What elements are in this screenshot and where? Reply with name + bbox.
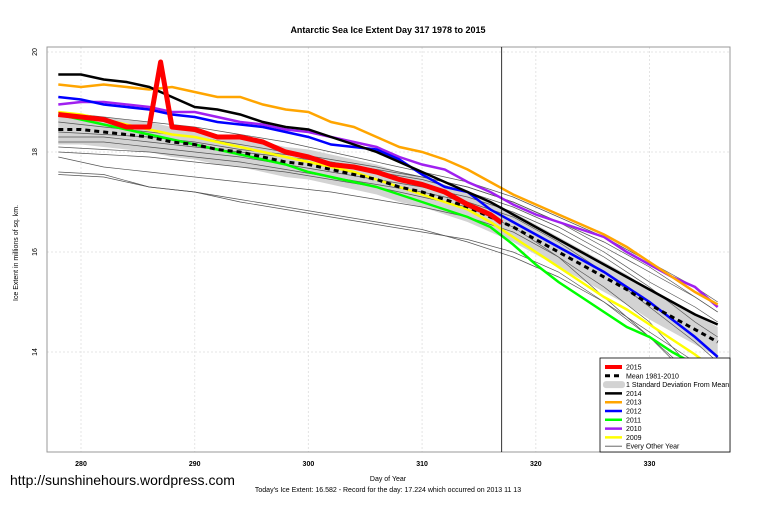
sd-band-area <box>58 114 718 357</box>
x-tick-label: 320 <box>530 461 542 468</box>
plot-border <box>46 46 731 453</box>
legend-label: 2011 <box>626 417 641 424</box>
other-year-line <box>58 174 718 373</box>
y-tick-label: 16 <box>32 248 39 256</box>
x-tick-label: 310 <box>416 461 428 468</box>
legend-label: 2012 <box>626 409 642 416</box>
x-tick-label: 290 <box>189 461 201 468</box>
sd-band <box>58 114 718 357</box>
legend-label: Every Other Year <box>626 444 680 451</box>
highlight-series <box>58 59 719 379</box>
series-line-2011 <box>58 113 719 379</box>
legend-swatch <box>603 381 625 389</box>
chart-subtitle: Today's Ice Extent: 16.582 - Record for … <box>255 487 521 494</box>
x-axis-label: Day of Year <box>370 476 407 483</box>
chart-title: Antarctic Sea Ice Extent Day 317 1978 to… <box>290 25 485 35</box>
x-tick-label: 300 <box>303 461 315 468</box>
y-tick-label: 14 <box>32 348 39 356</box>
y-axis-label: Ice Extent in millions of sq. km. <box>13 205 20 301</box>
x-tick-label: 280 <box>75 461 87 468</box>
x-tick-label: 330 <box>644 461 656 468</box>
legend-label: 2010 <box>626 426 642 433</box>
other-year-line <box>58 156 718 388</box>
y-tick-label: 18 <box>32 148 39 156</box>
legend-label: 2013 <box>626 400 642 407</box>
legend-label: 1 Standard Deviation From Mean <box>626 382 729 389</box>
series-line-mean <box>58 128 719 344</box>
legend-label: 2009 <box>626 435 642 442</box>
other-year-line <box>58 136 718 323</box>
legend-label: 2015 <box>626 365 642 372</box>
axes: 280 290 300 310 320 330 14 16 18 20 <box>32 46 731 468</box>
series-line-2013 <box>58 83 719 306</box>
y-tick-label: 20 <box>32 48 39 56</box>
watermark-url: http://sunshinehours.wordpress.com <box>10 472 235 488</box>
legend-label: 2014 <box>626 391 642 398</box>
other-year-line <box>58 141 718 338</box>
legend-label: Mean 1981-2010 <box>626 373 679 380</box>
series-line-2015 <box>58 59 504 225</box>
